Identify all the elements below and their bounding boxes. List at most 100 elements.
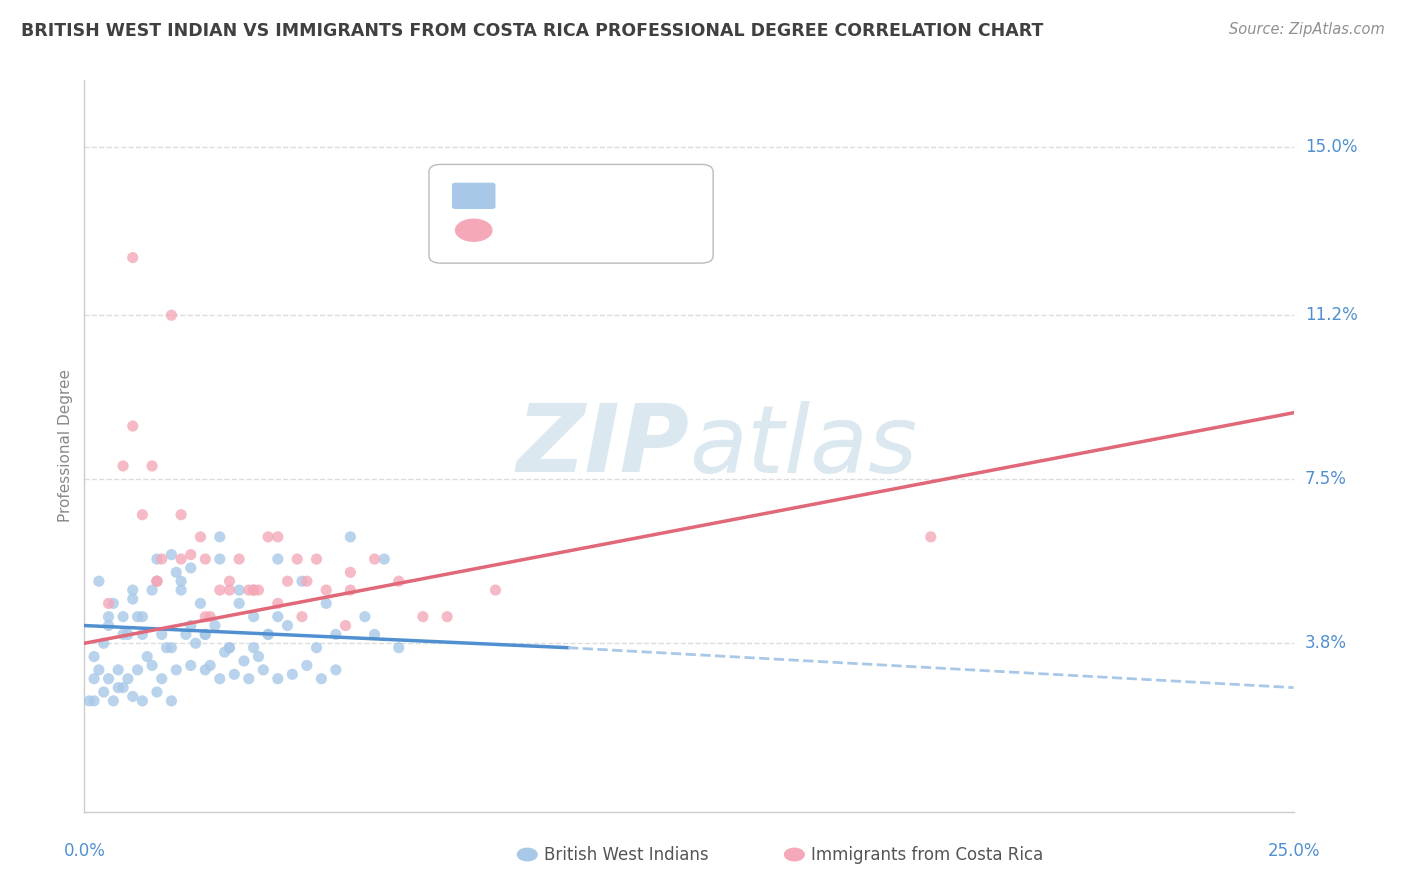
Point [87,574,110,589]
Point [107,681,129,695]
Point [93,685,115,699]
Point [194,609,217,624]
Text: Source: ZipAtlas.com: Source: ZipAtlas.com [1229,22,1385,37]
Point [83,694,105,708]
Point [180,548,202,562]
Point [363,552,385,566]
Point [141,583,163,598]
Point [136,649,159,664]
Point [218,640,240,655]
Point [131,627,153,641]
Point [121,419,143,434]
Point [131,508,153,522]
Point [267,672,290,686]
Point [354,609,377,624]
Point [311,672,333,686]
Point [208,530,231,544]
Point [112,681,135,695]
Point [325,663,347,677]
Point [150,552,173,566]
Point [295,658,318,673]
Point [218,583,240,598]
Point [93,636,115,650]
Point [146,552,169,566]
Point [252,663,274,677]
Point [267,609,290,624]
FancyBboxPatch shape [429,164,713,263]
Point [257,627,280,641]
Point [121,583,143,598]
Point [165,663,187,677]
Point [257,627,280,641]
Point [315,583,337,598]
Point [305,640,328,655]
Point [436,609,458,624]
Point [121,591,143,606]
Point [103,694,125,708]
Point [276,618,298,632]
Point [97,596,120,610]
Point [155,640,177,655]
Text: 0.0%: 0.0% [63,842,105,860]
Point [180,618,202,632]
Point [339,583,361,598]
Point [107,663,129,677]
Point [276,574,298,589]
Point [146,685,169,699]
Point [208,583,231,598]
Point [160,640,183,655]
Point [242,640,264,655]
Point [228,583,250,598]
Text: R = -0.043  N = 89: R = -0.043 N = 89 [502,185,690,202]
Point [77,694,100,708]
Point [150,627,173,641]
Point [112,627,135,641]
Text: atlas: atlas [689,401,917,491]
Text: Immigrants from Costa Rica: Immigrants from Costa Rica [811,846,1043,863]
Point [208,552,231,566]
Text: BRITISH WEST INDIAN VS IMMIGRANTS FROM COSTA RICA PROFESSIONAL DEGREE CORRELATIO: BRITISH WEST INDIAN VS IMMIGRANTS FROM C… [21,22,1043,40]
Point [194,663,217,677]
Point [247,649,270,664]
Point [335,618,357,632]
Point [242,583,264,598]
Point [257,530,280,544]
Point [146,574,169,589]
Point [218,640,240,655]
Point [267,552,290,566]
Point [127,609,149,624]
Point [363,627,385,641]
Point [112,609,135,624]
Point [160,308,183,322]
Point [160,694,183,708]
Point [242,583,264,598]
Circle shape [456,219,492,241]
Point [131,694,153,708]
Point [170,552,193,566]
Point [291,609,314,624]
Point [247,583,270,598]
Point [198,658,221,673]
Point [150,672,173,686]
Point [180,561,202,575]
Point [170,574,193,589]
Point [180,658,202,673]
Point [208,672,231,686]
Point [388,574,411,589]
Point [281,667,304,681]
Point [412,609,434,624]
Point [146,574,169,589]
Point [83,649,105,664]
Point [141,458,163,473]
Point [170,508,193,522]
Point [305,552,328,566]
Text: 15.0%: 15.0% [1305,137,1357,156]
Text: R =  0.228  N = 43: R = 0.228 N = 43 [502,221,690,239]
Point [117,672,139,686]
Point [233,654,256,668]
Point [112,458,135,473]
Point [388,640,411,655]
Point [373,552,395,566]
FancyBboxPatch shape [451,183,495,209]
Point [339,530,361,544]
